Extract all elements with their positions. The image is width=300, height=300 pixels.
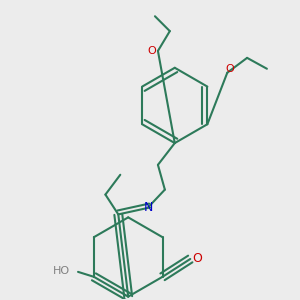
Text: O: O: [192, 253, 202, 266]
Text: O: O: [225, 64, 234, 74]
Text: O: O: [148, 46, 156, 56]
Text: HO: HO: [52, 266, 70, 276]
Text: N: N: [143, 201, 153, 214]
